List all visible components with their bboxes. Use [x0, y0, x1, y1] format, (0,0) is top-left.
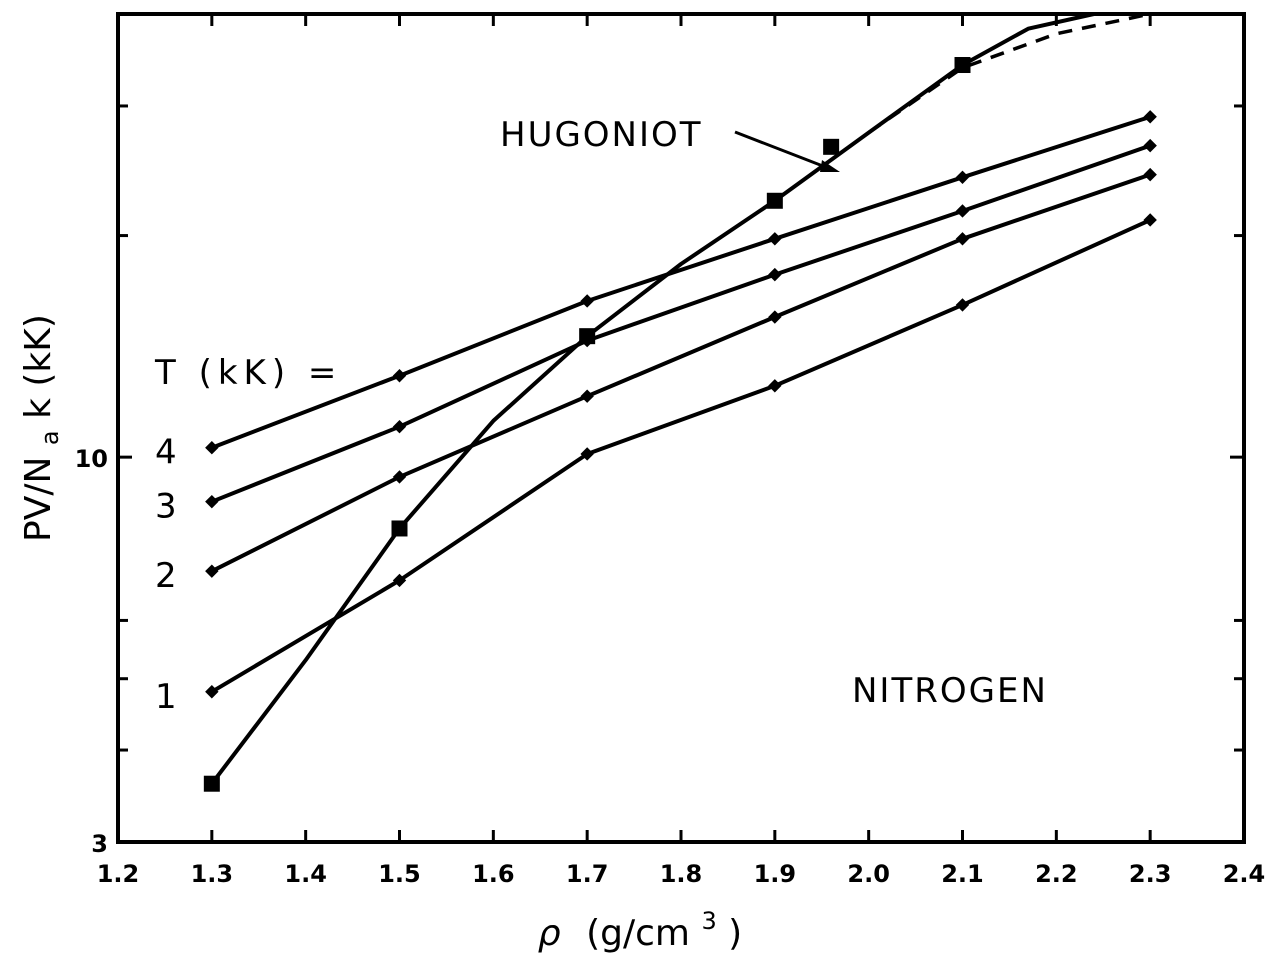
- x-tick-label: 1.4: [284, 860, 327, 888]
- series-label-4: 4: [155, 433, 177, 473]
- isotherm-point: [957, 205, 969, 217]
- isotherm-point: [394, 421, 406, 433]
- x-axis-unit: (g/cm: [586, 913, 690, 954]
- hugoniot-point: [767, 193, 783, 209]
- hugoniot-arrow: [735, 132, 828, 168]
- hugoniot-point: [392, 520, 408, 536]
- isotherm-point: [957, 171, 969, 183]
- y-tick-label: 10: [75, 445, 108, 473]
- isotherm-point: [1144, 140, 1156, 152]
- temperature-label: T (kK) =: [154, 353, 342, 393]
- isotherm-point: [1144, 214, 1156, 226]
- hugoniot-point: [823, 139, 839, 155]
- series-label-1: 1: [155, 677, 177, 717]
- isotherm-point: [769, 269, 781, 281]
- hugoniot-label: HUGONIOT: [500, 115, 703, 155]
- x-axis-rho: ρ: [538, 913, 561, 954]
- hugoniot-point: [204, 776, 220, 792]
- series-label-2: 2: [155, 556, 177, 596]
- isotherm-series: [206, 111, 1156, 698]
- isotherm-point: [769, 380, 781, 392]
- isotherm-point: [206, 496, 218, 508]
- x-tick-label: 1.5: [378, 860, 421, 888]
- x-axis-unit-sup: 3: [701, 907, 716, 935]
- x-axis-title: ρ (g/cm 3 ): [538, 897, 742, 954]
- isotherm-line-1: [212, 220, 1150, 692]
- x-tick-label: 2.1: [941, 860, 984, 888]
- hugoniot-dashed-curve: [869, 14, 1150, 133]
- isotherm-point: [394, 370, 406, 382]
- y-axis-main: PV/N: [18, 457, 59, 542]
- x-tick-label: 2.0: [847, 860, 890, 888]
- x-tick-label: 1.9: [754, 860, 797, 888]
- isotherm-line-2: [212, 175, 1150, 572]
- series-label-3: 3: [155, 487, 177, 527]
- x-tick-label: 1.2: [97, 860, 140, 888]
- y-axis-title: PV/N a k (kK): [18, 314, 67, 542]
- isotherm-point: [957, 233, 969, 245]
- x-tick-label: 2.2: [1035, 860, 1078, 888]
- x-tick-label: 1.8: [660, 860, 703, 888]
- y-axis-ticks: 3 10: [75, 106, 1244, 858]
- y-tick-label: 3: [91, 830, 108, 858]
- isotherm-point: [581, 295, 593, 307]
- x-tick-label: 2.3: [1129, 860, 1172, 888]
- series-labels: 4 3 2 1: [155, 433, 177, 717]
- hugoniot-point: [579, 328, 595, 344]
- y-axis-tail: k (kK): [18, 314, 59, 419]
- x-tick-label: 2.4: [1223, 860, 1266, 888]
- isotherm-point: [206, 442, 218, 454]
- x-tick-label: 1.6: [472, 860, 515, 888]
- x-tick-label: 1.7: [566, 860, 609, 888]
- x-tick-label: 1.3: [191, 860, 234, 888]
- isotherm-point: [1144, 169, 1156, 181]
- isotherm-point: [957, 299, 969, 311]
- y-axis-sub: a: [36, 430, 64, 445]
- x-axis-unit-close: ): [728, 913, 742, 954]
- isotherm-point: [769, 233, 781, 245]
- isotherm-point: [581, 390, 593, 402]
- hugoniot-point: [955, 57, 971, 73]
- isotherm-point: [1144, 111, 1156, 123]
- isotherm-line-3: [212, 146, 1150, 502]
- isotherm-point: [769, 311, 781, 323]
- nitrogen-label: NITROGEN: [852, 671, 1048, 711]
